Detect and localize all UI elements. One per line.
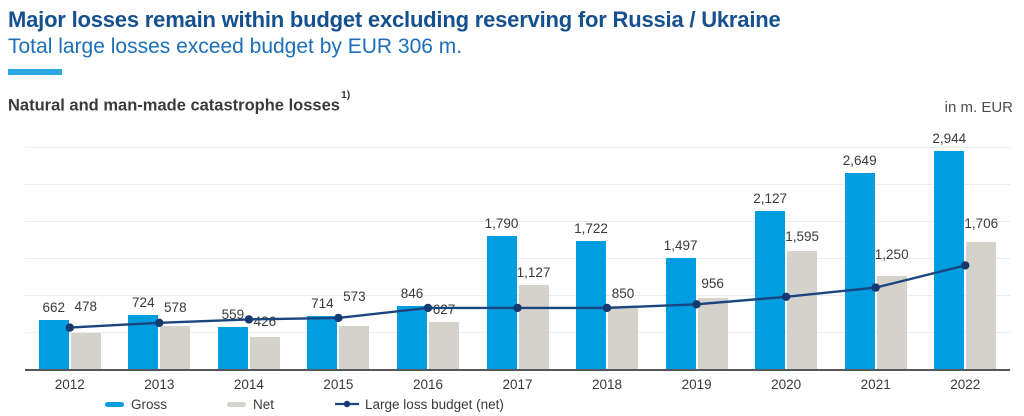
year-label-2016: 2016: [412, 376, 443, 392]
net-bar-2012: 478: [70, 299, 101, 369]
year-label-2013: 2013: [144, 376, 175, 392]
year-label-2017: 2017: [502, 376, 533, 392]
net-value-label-2019: 956: [701, 275, 724, 291]
year-label-2014: 2014: [233, 376, 264, 392]
net-bar-2021: 1,250: [875, 247, 909, 369]
gross-bar-2012: 662: [38, 300, 69, 369]
bar-group-2012: 662 478: [25, 147, 115, 369]
gross-bar-2022: 2,944: [932, 131, 966, 369]
bar-group-2014: 559 426: [204, 147, 294, 369]
x-axis-line: [25, 368, 1010, 371]
chart-title: Natural and man-made catastrophe losses1…: [8, 89, 350, 116]
year-label-2015: 2015: [323, 376, 354, 392]
gross-value-label-2012: 662: [42, 299, 66, 315]
legend-item-gross: Gross: [105, 397, 167, 412]
net-value-label-2022: 1,706: [964, 216, 999, 232]
gross-value-label-2017: 1,790: [484, 216, 519, 232]
net-bar-2019: 956: [697, 276, 728, 369]
gross-value-label-2018: 1,722: [574, 221, 608, 237]
gross-value-label-2019: 1,497: [663, 237, 698, 253]
gross-bar-2013: 724: [128, 295, 159, 369]
gross-swatch-icon: [105, 401, 124, 407]
budget-line-swatch-icon: [335, 400, 360, 408]
year-label-2022: 2022: [950, 376, 981, 392]
year-label-2018: 2018: [592, 376, 623, 392]
net-bar-2014: 426: [249, 314, 280, 369]
net-value-label-2016: 627: [432, 302, 456, 318]
gross-value-label-2020: 2,127: [753, 191, 788, 207]
net-value-label-2015: 573: [343, 289, 366, 305]
bar-group-2017: 1,790 1,127: [473, 147, 563, 369]
gross-value-label-2013: 724: [132, 295, 155, 311]
gross-bar-2020: 2,127: [753, 191, 787, 369]
gross-bar-2018: 1,722: [574, 221, 608, 369]
year-label-2019: 2019: [681, 376, 712, 392]
x-axis-labels: 2012 2013 2014 2015 2016 2017 2018 2019 2020 2021…: [25, 371, 1010, 392]
net-value-label-2013: 578: [164, 299, 187, 315]
page-subtitle: Total large losses exceed budget by EUR …: [8, 34, 463, 58]
bar-group-2018: 1,722 850: [562, 147, 652, 369]
legend-item-large-loss-budget-net-: Large loss budget (net): [334, 397, 504, 412]
gross-value-label-2014: 559: [221, 307, 245, 323]
net-value-label-2020: 1,595: [785, 228, 820, 244]
legend-label: Net: [253, 396, 275, 412]
gross-value-label-2015: 714: [311, 295, 334, 311]
net-value-label-2012: 478: [74, 299, 98, 315]
gross-bar-2019: 1,497: [664, 238, 697, 369]
bar-group-2020: 2,127 1,595: [741, 147, 831, 369]
gross-bar-2015: 714: [307, 296, 338, 369]
net-value-label-2017: 1,127: [516, 265, 551, 281]
gridline-1500: [25, 257, 1010, 259]
gross-bar-2021: 2,649: [843, 153, 877, 369]
gridline-3000: [25, 146, 1010, 148]
net-value-label-2021: 1,250: [874, 247, 909, 263]
net-bar-2018: 850: [608, 286, 639, 369]
chart-header-row: Natural and man-made catastrophe losses1…: [8, 89, 1013, 116]
chart-title-text: Natural and man-made catastrophe losses: [8, 96, 340, 115]
gridline-500: [25, 331, 1010, 333]
net-bar-2015: 573: [339, 289, 370, 369]
bar-group-2019: 1,497 956: [652, 147, 742, 369]
gridline-2000: [25, 220, 1010, 222]
gross-value-label-2022: 2,944: [932, 130, 967, 146]
page-title: Major losses remain within budget exclud…: [8, 7, 781, 32]
year-label-2021: 2021: [860, 376, 891, 392]
net-swatch-icon: [227, 401, 247, 407]
net-bar-2017: 1,127: [517, 265, 550, 369]
bar-group-2022: 2,944 1,706: [920, 131, 1010, 369]
gross-bar-2014: 559: [217, 307, 248, 369]
net-bar-2020: 1,595: [785, 229, 819, 369]
legend-label: Large loss budget (net): [365, 396, 504, 412]
chart-legend: Gross Net Large loss budget (net): [0, 397, 1024, 412]
bar-groups: 662 478 724 578 559 426 714 573 846 627 1,790 1,127…: [25, 131, 1010, 369]
gridline-2500: [25, 183, 1010, 185]
net-value-label-2014: 426: [253, 314, 277, 330]
unit-label: in m. EUR: [944, 98, 1013, 116]
year-label-2012: 2012: [54, 376, 85, 392]
net-bar-2022: 1,706: [964, 216, 998, 369]
net-value-label-2018: 850: [611, 285, 635, 301]
net-bar-2013: 578: [160, 300, 191, 369]
chart-plot-area: 662 478 724 578 559 426 714 573 846 627 1,790 1,127…: [25, 131, 1010, 369]
year-label-2020: 2020: [771, 376, 802, 392]
gross-value-label-2016: 846: [400, 286, 424, 301]
legend-item-net: Net: [227, 397, 274, 412]
bar-group-2021: 2,649 1,250: [831, 147, 921, 369]
gross-value-label-2021: 2,649: [842, 152, 877, 168]
bar-group-2016: 846 627: [383, 147, 473, 369]
gross-bar-2017: 1,790: [485, 216, 518, 369]
bar-group-2015: 714 573: [294, 147, 384, 369]
gross-bar-2016: 846: [396, 286, 427, 369]
legend-label: Gross: [131, 396, 168, 412]
bar-group-2013: 724 578: [115, 147, 205, 369]
footnote-marker: 1): [340, 89, 351, 102]
net-bar-2016: 627: [428, 302, 459, 369]
accent-underline: [8, 69, 62, 76]
